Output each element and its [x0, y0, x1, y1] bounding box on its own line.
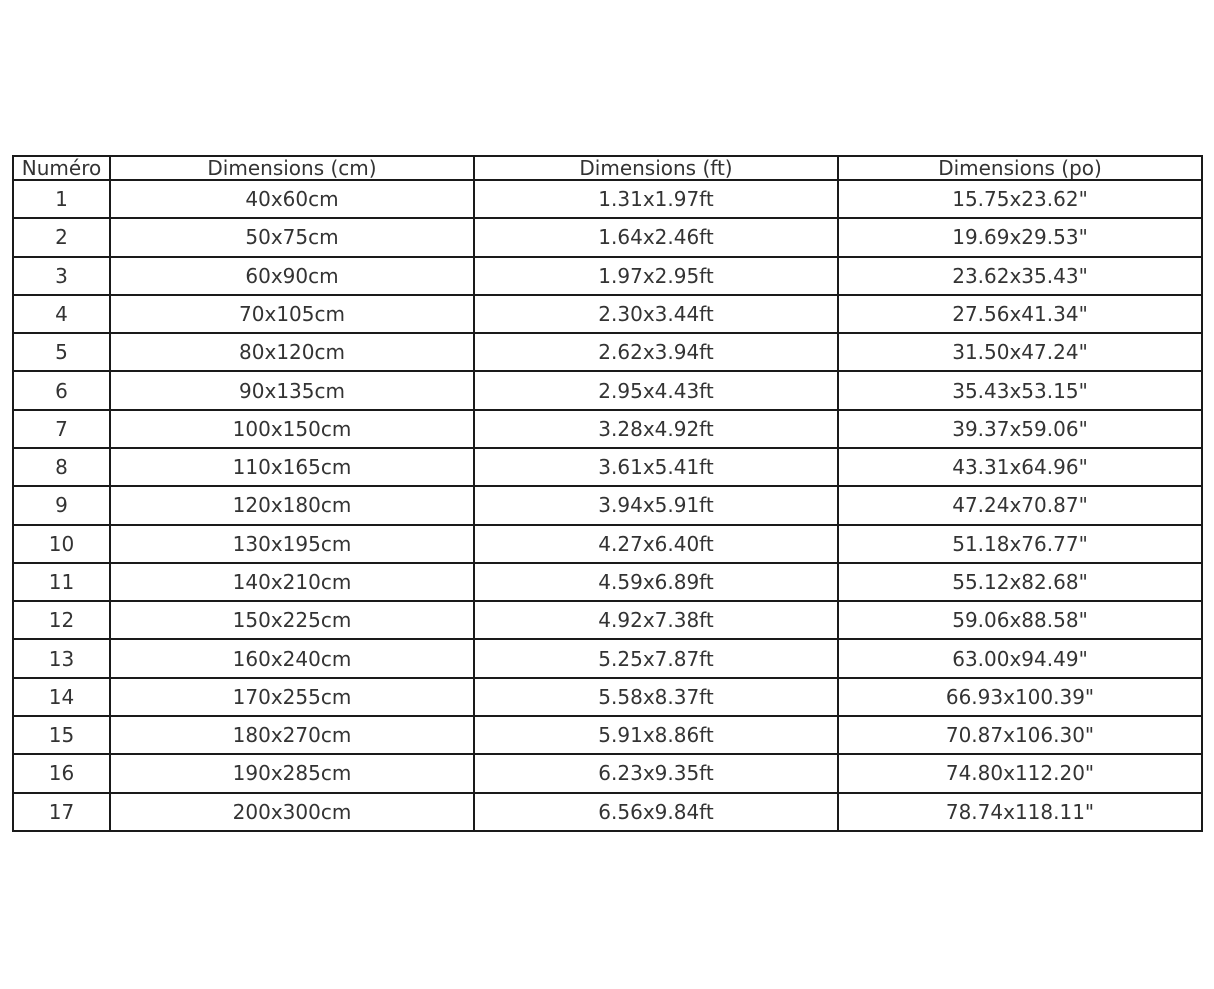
table-cell: 3.28x4.92ft: [473, 408, 839, 449]
table-cell: 200x300cm: [109, 791, 475, 832]
table-cell: 1.31x1.97ft: [473, 178, 839, 220]
table-cell: 13: [12, 638, 111, 679]
table-row: 11 140x210cm 4.59x6.89ft 55.12x82.68": [12, 561, 1203, 603]
table-cell: 10: [12, 523, 111, 564]
header-dimensions-ft: Dimensions (ft): [473, 155, 839, 181]
table-cell: 70x105cm: [109, 293, 475, 335]
table-cell: 2.30x3.44ft: [473, 293, 839, 335]
header-numero: Numéro: [12, 155, 111, 181]
table-cell: 27.56x41.34": [837, 293, 1203, 335]
table-cell: 3: [12, 255, 111, 296]
table-cell: 100x150cm: [109, 408, 475, 449]
table-row: 13 160x240cm 5.25x7.87ft 63.00x94.49": [12, 638, 1203, 679]
header-row: Numéro Dimensions (cm) Dimensions (ft) D…: [12, 155, 1203, 181]
header-dimensions-cm: Dimensions (cm): [109, 155, 475, 181]
table-cell: 11: [12, 561, 111, 603]
table-row: 4 70x105cm 2.30x3.44ft 27.56x41.34": [12, 293, 1203, 335]
table-row: 8 110x165cm 3.61x5.41ft 43.31x64.96": [12, 446, 1203, 488]
table-cell: 4.92x7.38ft: [473, 600, 839, 641]
table-cell: 5.58x8.37ft: [473, 676, 839, 717]
table-row: 5 80x120cm 2.62x3.94ft 31.50x47.24": [12, 332, 1203, 373]
table-body: 1 40x60cm 1.31x1.97ft 15.75x23.62" 2 50x75cm 1…: [12, 178, 1203, 832]
table-cell: 23.62x35.43": [837, 255, 1203, 296]
table-cell: 55.12x82.68": [837, 561, 1203, 603]
table-row: 10 130x195cm 4.27x6.40ft 51.18x76.77": [12, 523, 1203, 564]
table-cell: 60x90cm: [109, 255, 475, 296]
table-cell: 110x165cm: [109, 446, 475, 488]
table-row: 12 150x225cm 4.92x7.38ft 59.06x88.58": [12, 600, 1203, 641]
table-cell: 63.00x94.49": [837, 638, 1203, 679]
table-cell: 6.23x9.35ft: [473, 753, 839, 794]
table-cell: 19.69x29.53": [837, 217, 1203, 258]
table-cell: 1: [12, 178, 111, 220]
table-cell: 74.80x112.20": [837, 753, 1203, 794]
table-cell: 80x120cm: [109, 332, 475, 373]
table-cell: 90x135cm: [109, 370, 475, 411]
table-cell: 31.50x47.24": [837, 332, 1203, 373]
table-cell: 9: [12, 485, 111, 526]
table-cell: 70.87x106.30": [837, 714, 1203, 756]
table-cell: 160x240cm: [109, 638, 475, 679]
table-cell: 7: [12, 408, 111, 449]
table-cell: 14: [12, 676, 111, 717]
table-cell: 50x75cm: [109, 217, 475, 258]
table-row: 2 50x75cm 1.64x2.46ft 19.69x29.53": [12, 217, 1203, 258]
table-row: 17 200x300cm 6.56x9.84ft 78.74x118.11": [12, 791, 1203, 832]
table-cell: 170x255cm: [109, 676, 475, 717]
table-cell: 180x270cm: [109, 714, 475, 756]
table-cell: 66.93x100.39": [837, 676, 1203, 717]
table-row: 14 170x255cm 5.58x8.37ft 66.93x100.39": [12, 676, 1203, 717]
table-cell: 78.74x118.11": [837, 791, 1203, 832]
table-cell: 2.95x4.43ft: [473, 370, 839, 411]
table-cell: 12: [12, 600, 111, 641]
table-cell: 15: [12, 714, 111, 756]
size-conversion-table: Numéro Dimensions (cm) Dimensions (ft) D…: [12, 155, 1203, 832]
table-cell: 39.37x59.06": [837, 408, 1203, 449]
table-cell: 6.56x9.84ft: [473, 791, 839, 832]
table-row: 15 180x270cm 5.91x8.86ft 70.87x106.30": [12, 714, 1203, 756]
table-cell: 16: [12, 753, 111, 794]
table-cell: 5: [12, 332, 111, 373]
table-cell: 5.91x8.86ft: [473, 714, 839, 756]
table-cell: 40x60cm: [109, 178, 475, 220]
table-row: 7 100x150cm 3.28x4.92ft 39.37x59.06": [12, 408, 1203, 449]
table-cell: 4.27x6.40ft: [473, 523, 839, 564]
table-cell: 5.25x7.87ft: [473, 638, 839, 679]
table-cell: 6: [12, 370, 111, 411]
table-cell: 47.24x70.87": [837, 485, 1203, 526]
table-cell: 8: [12, 446, 111, 488]
table-cell: 15.75x23.62": [837, 178, 1203, 220]
table-cell: 1.97x2.95ft: [473, 255, 839, 296]
table-cell: 150x225cm: [109, 600, 475, 641]
table-cell: 1.64x2.46ft: [473, 217, 839, 258]
table-cell: 130x195cm: [109, 523, 475, 564]
table-cell: 43.31x64.96": [837, 446, 1203, 488]
table-cell: 2: [12, 217, 111, 258]
table-cell: 3.94x5.91ft: [473, 485, 839, 526]
table-cell: 120x180cm: [109, 485, 475, 526]
table-cell: 17: [12, 791, 111, 832]
table-header: Numéro Dimensions (cm) Dimensions (ft) D…: [12, 155, 1203, 181]
table-cell: 3.61x5.41ft: [473, 446, 839, 488]
table-cell: 4.59x6.89ft: [473, 561, 839, 603]
table-row: 6 90x135cm 2.95x4.43ft 35.43x53.15": [12, 370, 1203, 411]
table-cell: 35.43x53.15": [837, 370, 1203, 411]
size-conversion-table-container: Numéro Dimensions (cm) Dimensions (ft) D…: [12, 155, 1203, 832]
table-row: 1 40x60cm 1.31x1.97ft 15.75x23.62": [12, 178, 1203, 220]
table-row: 9 120x180cm 3.94x5.91ft 47.24x70.87": [12, 485, 1203, 526]
table-cell: 190x285cm: [109, 753, 475, 794]
table-cell: 4: [12, 293, 111, 335]
table-cell: 2.62x3.94ft: [473, 332, 839, 373]
header-dimensions-po: Dimensions (po): [837, 155, 1203, 181]
table-cell: 51.18x76.77": [837, 523, 1203, 564]
table-cell: 140x210cm: [109, 561, 475, 603]
table-row: 16 190x285cm 6.23x9.35ft 74.80x112.20": [12, 753, 1203, 794]
table-row: 3 60x90cm 1.97x2.95ft 23.62x35.43": [12, 255, 1203, 296]
table-cell: 59.06x88.58": [837, 600, 1203, 641]
